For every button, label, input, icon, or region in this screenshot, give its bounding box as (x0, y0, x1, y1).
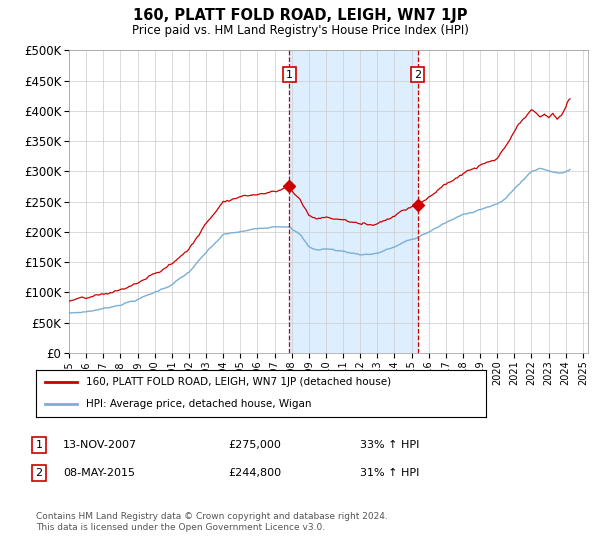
Text: Price paid vs. HM Land Registry's House Price Index (HPI): Price paid vs. HM Land Registry's House … (131, 24, 469, 36)
Text: 13-NOV-2007: 13-NOV-2007 (63, 440, 137, 450)
Text: 2: 2 (414, 69, 421, 80)
Text: £244,800: £244,800 (228, 468, 281, 478)
Text: 33% ↑ HPI: 33% ↑ HPI (360, 440, 419, 450)
Text: £275,000: £275,000 (228, 440, 281, 450)
Text: 1: 1 (286, 69, 293, 80)
Text: HPI: Average price, detached house, Wigan: HPI: Average price, detached house, Wiga… (86, 399, 311, 409)
Text: 1: 1 (35, 440, 43, 450)
Text: 08-MAY-2015: 08-MAY-2015 (63, 468, 135, 478)
Text: Contains HM Land Registry data © Crown copyright and database right 2024.
This d: Contains HM Land Registry data © Crown c… (36, 512, 388, 532)
Text: 2: 2 (35, 468, 43, 478)
Text: 31% ↑ HPI: 31% ↑ HPI (360, 468, 419, 478)
Bar (289, 50, 418, 353)
Text: 160, PLATT FOLD ROAD, LEIGH, WN7 1JP: 160, PLATT FOLD ROAD, LEIGH, WN7 1JP (133, 8, 467, 24)
Text: 160, PLATT FOLD ROAD, LEIGH, WN7 1JP (detached house): 160, PLATT FOLD ROAD, LEIGH, WN7 1JP (de… (86, 377, 391, 388)
